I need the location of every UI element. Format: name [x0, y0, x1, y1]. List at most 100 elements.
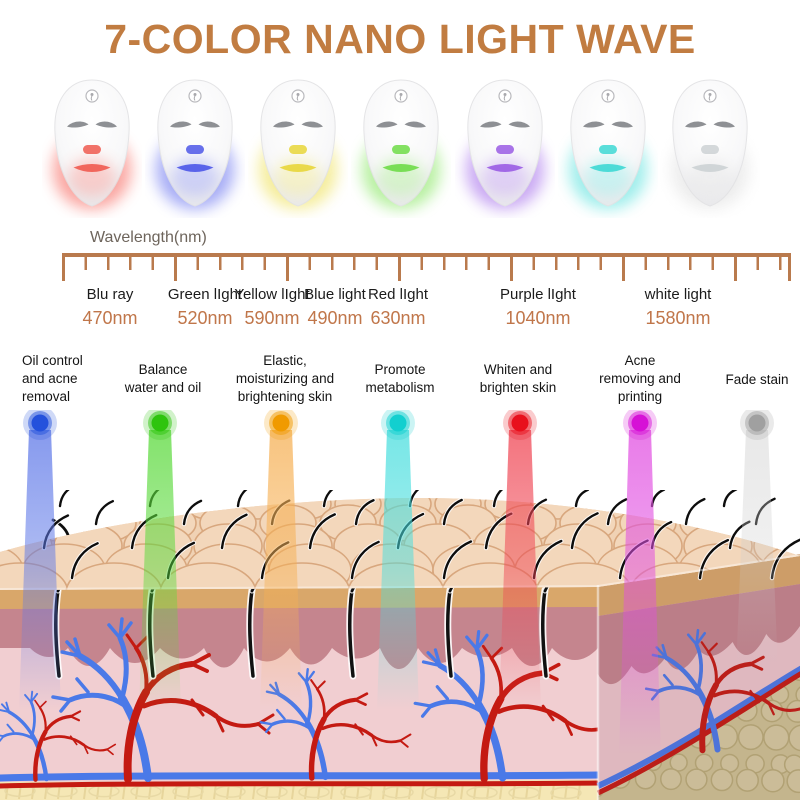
light-name-label: Green lIght: [167, 286, 243, 303]
green-light-mask-graphic: [361, 79, 441, 210]
left-eye-slit: [67, 121, 89, 128]
page-title: 7-COLOR NANO LIGHT WAVE: [104, 16, 696, 62]
light-beam: [619, 430, 661, 755]
led-dot: [511, 414, 529, 432]
lip-light: [382, 164, 420, 172]
led-dot: [151, 414, 169, 432]
blue-light-mask-graphic: [155, 79, 235, 210]
purple-light-mask-graphic: [465, 79, 545, 210]
red-light-mask-graphic: [52, 79, 132, 210]
left-eye-slit: [376, 121, 398, 128]
light-beam: [499, 430, 541, 710]
light-name-label: white light: [644, 286, 712, 303]
wavelength-value: 470nm: [82, 308, 138, 328]
white-light-mask-graphic: [670, 79, 750, 210]
lip-light: [176, 164, 214, 172]
purple-light-mask: [455, 73, 555, 218]
wavelength-value: 490nm: [307, 308, 363, 328]
right-eye-slit: [198, 121, 220, 128]
wavelength-value: 520nm: [177, 308, 233, 328]
light-beam: [377, 430, 419, 710]
nose-light: [289, 145, 307, 154]
lower-dermis-layer: [0, 585, 598, 800]
light-name-label: Yellow lIght: [234, 286, 310, 303]
skin-surface: [0, 498, 800, 590]
hair-follicles: [50, 517, 560, 680]
led-dot: [272, 414, 290, 432]
light-beam: [139, 430, 181, 710]
surface-edge-highlight: [0, 554, 800, 590]
benefit-label: Whiten and brighten skin: [479, 362, 557, 396]
left-eye-slit: [685, 121, 707, 128]
lip-light: [589, 164, 627, 172]
benefit-label: Promote metabolism: [365, 362, 435, 396]
benefit-label: Oil control and acne removal: [22, 353, 83, 405]
light-name-label: Blu ray: [86, 286, 134, 303]
wavelength-value: 630nm: [370, 308, 426, 328]
lip-light: [279, 164, 317, 172]
wavelength-value: 590nm: [244, 308, 300, 328]
side-artery: [596, 671, 800, 796]
wavelength-axis-label: Wavelength(nm): [90, 229, 207, 246]
side-dermis: [597, 584, 800, 685]
fat-layer: [0, 780, 598, 800]
light-name-label: Red lIght: [367, 286, 429, 303]
cyan-light-mask-graphic: [568, 79, 648, 210]
side-face: [598, 554, 800, 800]
right-eye-slit: [404, 121, 426, 128]
left-eye-slit: [170, 121, 192, 128]
wavelength-value: 1040nm: [505, 308, 571, 328]
led-dot: [389, 414, 407, 432]
artery-horizontal: [0, 780, 599, 789]
wavelength-ruler: [62, 253, 791, 283]
nose-light: [496, 145, 514, 154]
lip-light: [73, 164, 111, 172]
led-dot: [631, 414, 649, 432]
benefit-label: Balance water and oil: [124, 362, 202, 396]
lip-light: [486, 164, 524, 172]
red-light-mask: [42, 73, 142, 218]
right-eye-slit: [611, 121, 633, 128]
yellow-light-mask-graphic: [258, 79, 338, 210]
vein-horizontal: [0, 771, 599, 782]
fat-striations: [4, 783, 582, 800]
light-name-label: Purple lIght: [500, 286, 576, 303]
skin-cross-section-illustration: [0, 490, 800, 800]
nose-light: [701, 145, 719, 154]
side-shade: [598, 554, 800, 800]
led-dot: [31, 414, 49, 432]
nose-light: [83, 145, 101, 154]
skin-surface-bumps: [0, 498, 800, 590]
side-vein: [596, 665, 800, 789]
light-name-label: Blue light: [304, 286, 366, 303]
surface-hairs: [41, 490, 800, 581]
nose-light: [599, 145, 617, 154]
led-dot: [748, 414, 766, 432]
right-eye-slit: [95, 121, 117, 128]
yellow-light-mask: [248, 73, 348, 218]
right-eye-slit: [301, 121, 323, 128]
fat-cell-pebbles: [598, 674, 800, 799]
nose-light: [186, 145, 204, 154]
epidermis-layer: [0, 585, 598, 614]
left-eye-slit: [583, 121, 605, 128]
benefit-label: Fade stain: [725, 372, 789, 387]
light-beams-overlay: [19, 410, 778, 755]
side-epidermis: [598, 554, 800, 616]
light-beam: [736, 430, 778, 670]
nose-light: [392, 145, 410, 154]
benefit-label: Elastic, moisturizing and brightening skin: [235, 353, 335, 405]
right-eye-slit: [508, 121, 530, 128]
wavelength-value: 1580nm: [645, 308, 711, 328]
white-light-mask: [660, 73, 760, 218]
left-eye-slit: [273, 121, 295, 128]
blue-light-mask: [145, 73, 245, 218]
benefit-label: Acne removing and printing: [599, 353, 681, 405]
dermis-layer: [0, 607, 598, 669]
lip-light: [691, 164, 729, 172]
light-beam: [19, 430, 61, 710]
cyan-light-mask: [558, 73, 658, 218]
side-fat-cells: [598, 674, 800, 800]
light-beam: [260, 430, 302, 710]
right-eye-slit: [713, 121, 735, 128]
